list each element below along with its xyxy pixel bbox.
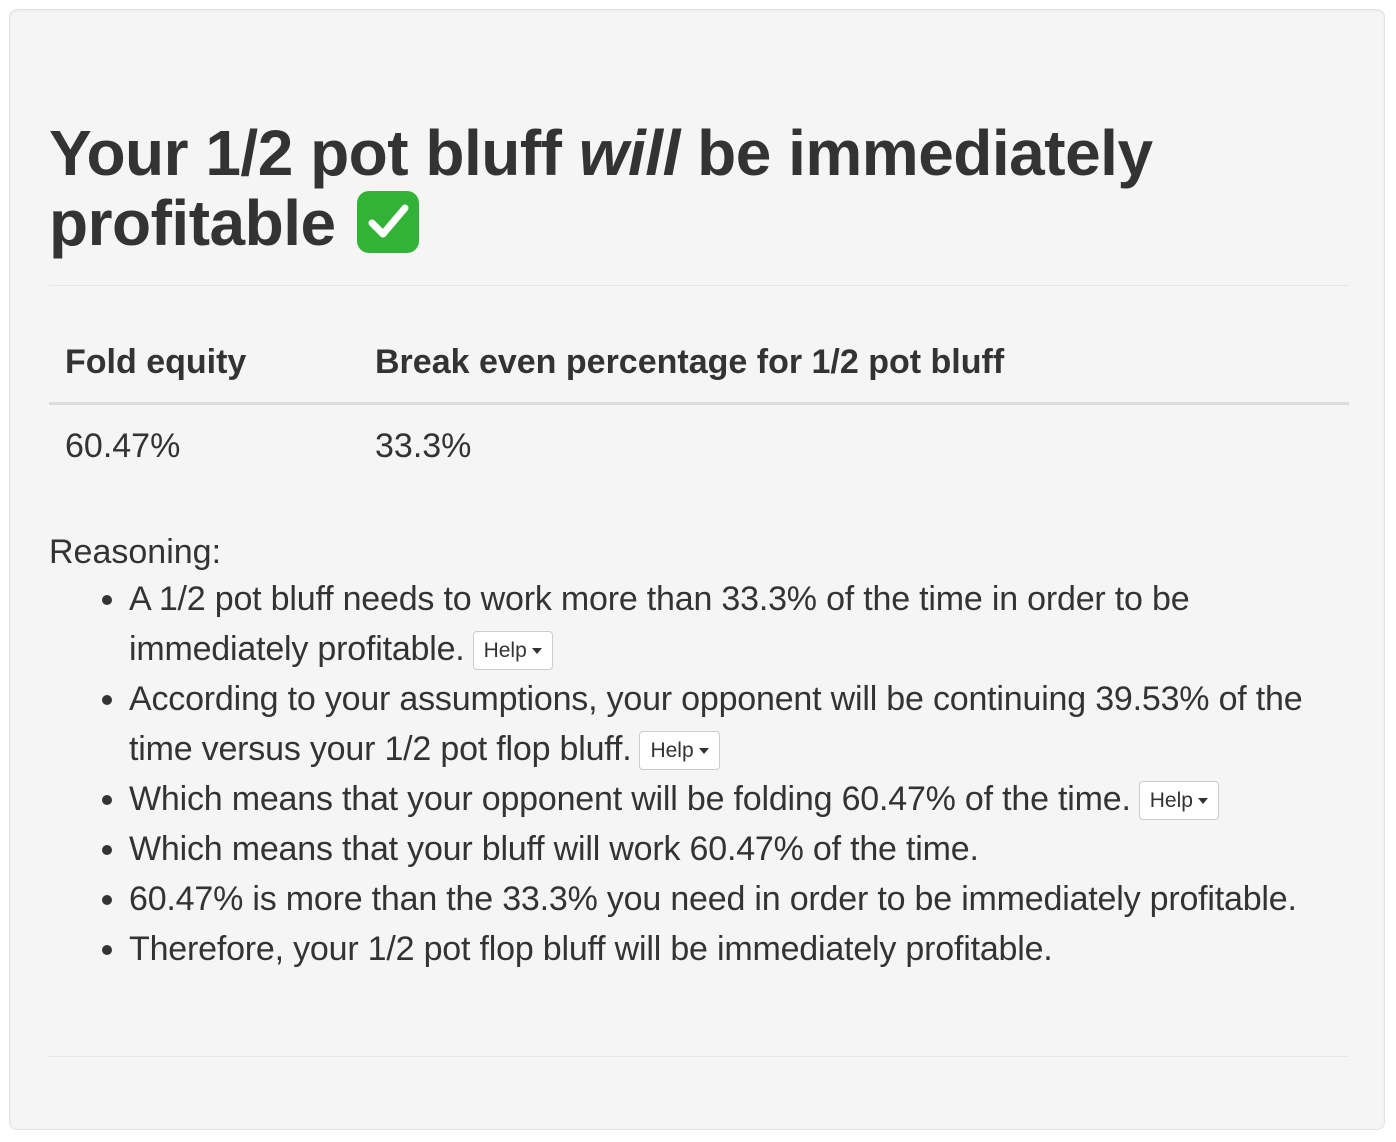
reasoning-section: Reasoning: A 1/2 pot bluff needs to work…: [49, 530, 1349, 974]
help-button-label: Help: [650, 739, 694, 762]
help-button-label: Help: [483, 639, 527, 662]
caret-down-icon: [1197, 798, 1208, 804]
reasoning-item-text: Which means that your opponent will be f…: [129, 780, 1131, 818]
stats-value-row: 60.47% 33.3%: [49, 404, 1349, 487]
reasoning-label: Reasoning:: [49, 533, 222, 571]
reasoning-item: Which means that your opponent will be f…: [129, 774, 1349, 824]
headline-suffix: be immediately profitable: [49, 117, 1153, 259]
reasoning-list: A 1/2 pot bluff needs to work more than …: [49, 574, 1349, 974]
bottom-divider: [49, 1056, 1349, 1057]
stats-header-row: Fold equity Break even percentage for 1/…: [49, 330, 1349, 405]
value-break-even: 33.3%: [375, 427, 472, 465]
help-button-label: Help: [1149, 789, 1193, 812]
reasoning-item-text: Which means that your bluff will work 60…: [129, 830, 979, 868]
headline-prefix: Your 1/2 pot bluff: [49, 117, 579, 189]
header-fold-equity: Fold equity: [49, 330, 359, 405]
reasoning-item: Which means that your bluff will work 60…: [129, 824, 1349, 874]
reasoning-item: Therefore, your 1/2 pot flop bluff will …: [129, 924, 1349, 974]
reasoning-item-text: 60.47% is more than the 33.3% you need i…: [129, 880, 1297, 918]
headline-emphasis: will: [578, 117, 681, 189]
help-dropdown-button[interactable]: Help: [1138, 781, 1219, 820]
reasoning-item: A 1/2 pot bluff needs to work more than …: [129, 574, 1349, 674]
reasoning-item: According to your assumptions, your oppo…: [129, 674, 1349, 774]
reasoning-item-text: A 1/2 pot bluff needs to work more than …: [129, 580, 1190, 668]
help-dropdown-button[interactable]: Help: [472, 631, 553, 670]
reasoning-item-text: According to your assumptions, your oppo…: [129, 680, 1303, 768]
check-mark-icon: [356, 191, 419, 253]
result-headline: Your 1/2 pot bluff will be immediately p…: [49, 118, 1349, 258]
reasoning-item-text: Therefore, your 1/2 pot flop bluff will …: [129, 930, 1053, 968]
value-fold-equity: 60.47%: [65, 427, 181, 465]
caret-down-icon: [698, 748, 709, 754]
help-dropdown-button[interactable]: Help: [639, 731, 720, 770]
stats-table: Fold equity Break even percentage for 1/…: [49, 330, 1349, 486]
header-break-even: Break even percentage for 1/2 pot bluff: [359, 330, 1349, 405]
top-divider: [49, 285, 1349, 286]
result-panel: Your 1/2 pot bluff will be immediately p…: [9, 9, 1385, 1130]
caret-down-icon: [531, 648, 542, 654]
reasoning-item: 60.47% is more than the 33.3% you need i…: [129, 874, 1349, 924]
